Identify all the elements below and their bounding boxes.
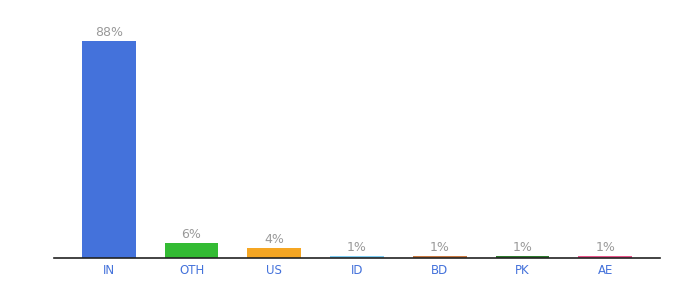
Bar	[413, 256, 466, 258]
Bar	[496, 256, 549, 258]
Text: 88%: 88%	[95, 26, 123, 39]
Text: 1%: 1%	[430, 241, 449, 254]
Text: 1%: 1%	[595, 241, 615, 254]
Text: 6%: 6%	[182, 228, 201, 241]
Text: 4%: 4%	[265, 233, 284, 246]
Bar	[578, 256, 632, 258]
Text: 1%: 1%	[347, 241, 367, 254]
Bar	[330, 256, 384, 258]
Bar	[82, 41, 136, 258]
Text: 1%: 1%	[513, 241, 532, 254]
Bar	[248, 248, 301, 258]
Bar	[165, 243, 218, 258]
